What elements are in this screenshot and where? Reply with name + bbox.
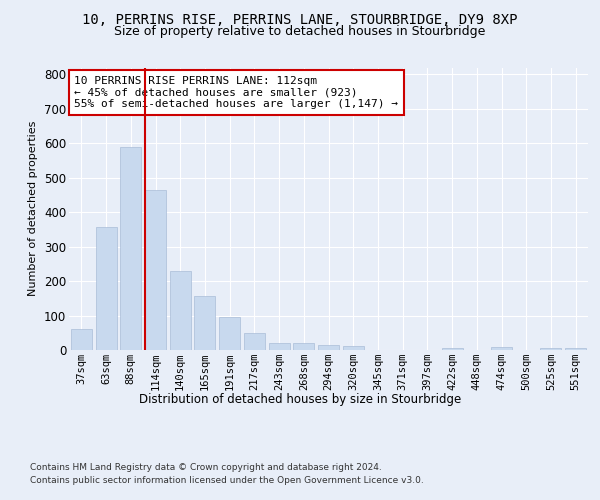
Bar bbox=[442, 348, 463, 350]
Bar bbox=[95, 227, 116, 350]
Bar bbox=[71, 330, 92, 350]
Text: Contains public sector information licensed under the Open Government Licence v3: Contains public sector information licen… bbox=[30, 476, 424, 485]
Bar bbox=[269, 343, 290, 350]
Text: Size of property relative to detached houses in Stourbridge: Size of property relative to detached ho… bbox=[115, 25, 485, 38]
Text: Distribution of detached houses by size in Stourbridge: Distribution of detached houses by size … bbox=[139, 392, 461, 406]
Bar bbox=[491, 347, 512, 350]
Bar bbox=[318, 345, 339, 350]
Text: 10 PERRINS RISE PERRINS LANE: 112sqm
← 45% of detached houses are smaller (923)
: 10 PERRINS RISE PERRINS LANE: 112sqm ← 4… bbox=[74, 76, 398, 109]
Bar bbox=[293, 343, 314, 350]
Bar bbox=[145, 190, 166, 350]
Y-axis label: Number of detached properties: Number of detached properties bbox=[28, 121, 38, 296]
Bar bbox=[120, 146, 141, 350]
Bar bbox=[194, 296, 215, 350]
Bar bbox=[343, 346, 364, 350]
Bar bbox=[541, 348, 562, 350]
Text: Contains HM Land Registry data © Crown copyright and database right 2024.: Contains HM Land Registry data © Crown c… bbox=[30, 462, 382, 471]
Bar bbox=[244, 334, 265, 350]
Bar bbox=[170, 271, 191, 350]
Bar bbox=[565, 348, 586, 350]
Bar bbox=[219, 318, 240, 350]
Text: 10, PERRINS RISE, PERRINS LANE, STOURBRIDGE, DY9 8XP: 10, PERRINS RISE, PERRINS LANE, STOURBRI… bbox=[82, 12, 518, 26]
